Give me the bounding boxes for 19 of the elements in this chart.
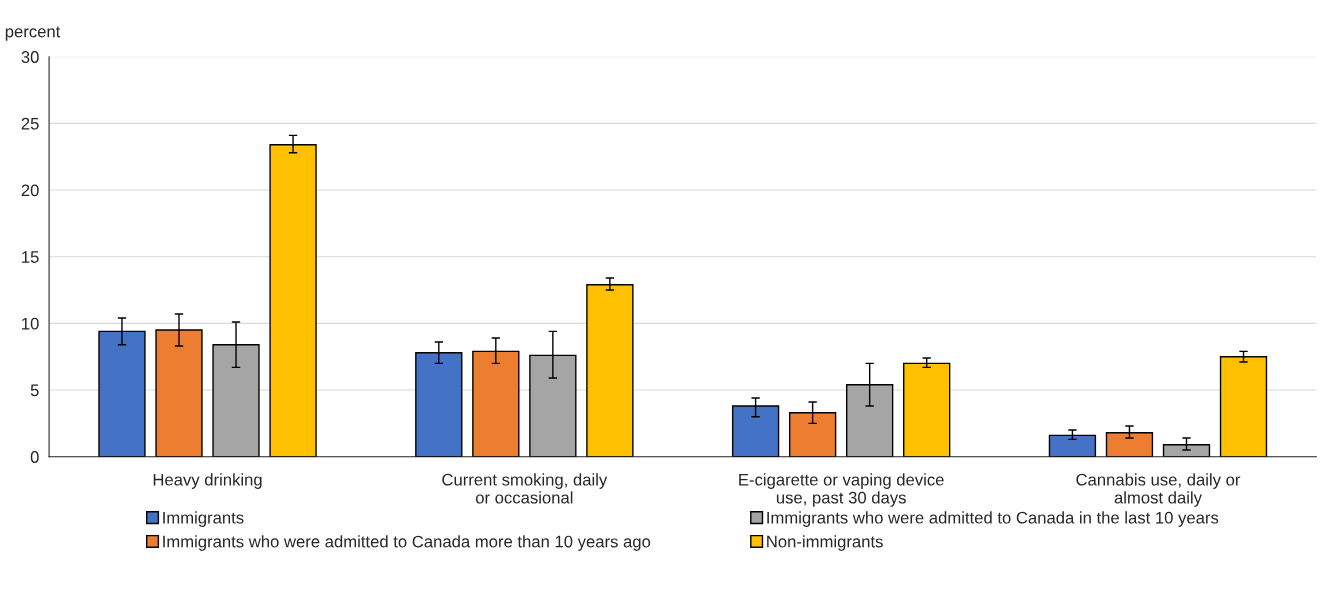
y-tick-label: 20	[21, 184, 39, 197]
legend-label: Non-immigrants	[767, 535, 883, 551]
legend-label: Immigrants	[163, 511, 244, 527]
x-tick-label: Heavy drinking	[153, 473, 262, 489]
bar	[1219, 356, 1268, 457]
y-tick-label: 15	[22, 251, 39, 263]
x-tick-label: E-cigarette or vaping device use, past 30 days	[739, 473, 944, 507]
y-tick-label: 5	[30, 384, 39, 397]
y-tick-label: 25	[21, 117, 39, 130]
x-tick-label: Current smoking, daily or occasional	[442, 473, 608, 504]
y-tick-label: 30	[21, 51, 39, 63]
y-tick-label: 0	[30, 451, 39, 463]
x-tick-label: Cannabis use, daily or almost daily	[1076, 473, 1241, 507]
bar	[903, 362, 951, 457]
bar	[1048, 434, 1097, 457]
y-tick-label: 10	[22, 317, 39, 330]
y-axis-title: percent	[5, 26, 61, 41]
legend-label: Immigrants who were admitted to Canada in the last 10 years	[767, 511, 1219, 527]
legend-label: Immigrants who were admitted to Canada more than 10 years ago	[163, 535, 651, 551]
